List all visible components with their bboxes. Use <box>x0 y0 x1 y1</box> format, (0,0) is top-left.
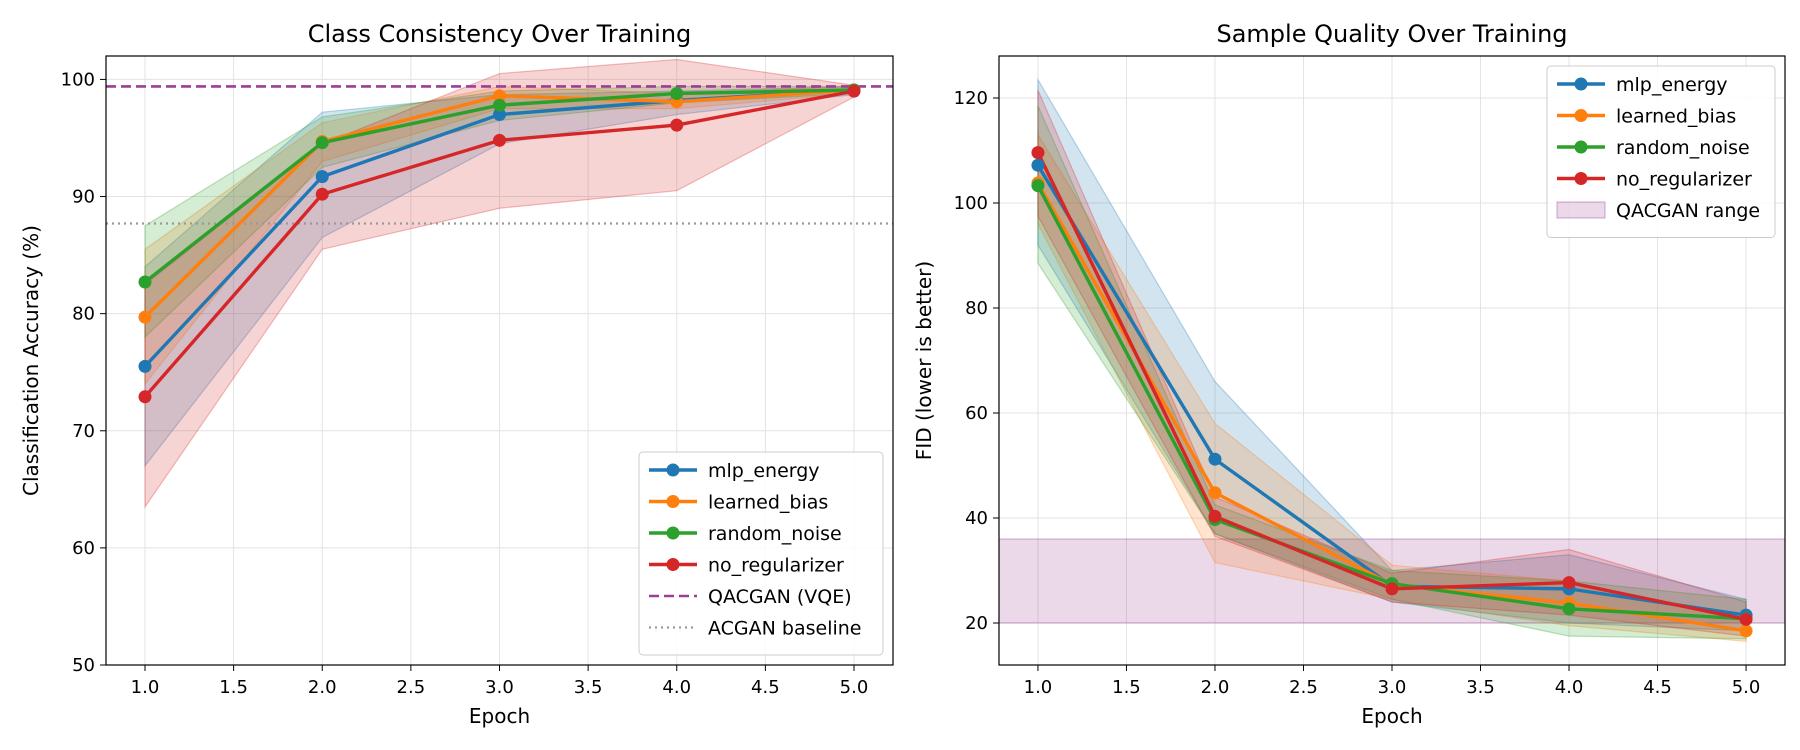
legend-label: mlp_energy <box>708 460 820 482</box>
x-tick-label: 4.0 <box>1555 677 1584 698</box>
legend-label: no_regularizer <box>1616 169 1752 191</box>
point-mlp_energy <box>315 170 329 184</box>
x-tick-label: 2.0 <box>1201 677 1230 698</box>
point-no_regularizer <box>1562 576 1576 590</box>
y-tick-label: 80 <box>965 298 988 319</box>
legend-marker-no_regularizer <box>1574 172 1588 185</box>
legend: mlp_energy learned_bias random_noise no_reg… <box>638 451 884 656</box>
point-random_noise <box>670 86 684 100</box>
point-random_noise <box>1031 179 1045 193</box>
legend-marker-mlp_energy <box>666 463 680 477</box>
legend-label: random_noise <box>708 523 842 545</box>
legend-box <box>1546 65 1776 238</box>
x-tick-label: 4.5 <box>1643 677 1672 698</box>
legend-label: ACGAN baseline <box>708 618 861 640</box>
point-random_noise <box>315 136 329 150</box>
chart-title: Sample Quality Over Training <box>1216 20 1567 48</box>
y-tick-label: 80 <box>72 304 95 325</box>
legend-marker-random_noise <box>1574 140 1588 154</box>
point-learned_bias <box>1739 624 1753 638</box>
point-mlp_energy <box>1031 158 1045 172</box>
legend-marker-random_noise <box>666 526 680 540</box>
grid <box>106 56 893 666</box>
point-no_regularizer <box>1208 509 1222 523</box>
point-no_regularizer <box>138 390 152 404</box>
point-random_noise <box>493 98 506 112</box>
band-random_noise <box>1037 105 1747 640</box>
x-axis-label: Epoch <box>469 704 530 728</box>
y-tick-label: 60 <box>72 538 95 559</box>
point-no_regularizer <box>1031 146 1045 160</box>
y-ticks: 20 40 60 80 100 120 <box>954 88 999 634</box>
x-tick-label: 1.0 <box>1024 677 1053 698</box>
series-points <box>138 83 861 404</box>
point-learned_bias <box>138 310 152 324</box>
point-learned_bias <box>1208 486 1222 500</box>
x-tick-label: 2.5 <box>397 677 426 698</box>
point-no_regularizer <box>670 118 684 132</box>
point-learned_bias <box>493 89 506 103</box>
point-no_regularizer <box>1385 582 1399 596</box>
x-tick-label: 3.5 <box>574 677 603 698</box>
y-tick-label: 90 <box>72 187 95 208</box>
legend: mlp_energy learned_bias random_noise no_reg… <box>1546 65 1776 238</box>
x-ticks: 1.0 1.5 2.0 2.5 3.0 3.5 4.0 4.5 5.0 <box>131 665 869 698</box>
legend-label: QACGAN range <box>1616 200 1760 222</box>
y-axis-label: Classification Accuracy (%) <box>19 225 43 496</box>
x-tick-label: 4.0 <box>662 677 691 698</box>
legend-label: learned_bias <box>1616 106 1736 128</box>
legend-marker-no_regularizer <box>666 558 680 571</box>
legend-label: learned_bias <box>708 492 828 514</box>
legend-marker-mlp_energy <box>1574 77 1588 91</box>
x-tick-label: 1.5 <box>219 677 248 698</box>
x-tick-label: 5.0 <box>1732 677 1761 698</box>
y-tick-label: 50 <box>72 655 95 676</box>
point-random_noise <box>1562 602 1576 616</box>
x-axis-label: Epoch <box>1361 704 1422 728</box>
legend-label: QACGAN (VQE) <box>708 586 852 608</box>
legend-label: no_regularizer <box>708 555 844 577</box>
legend-swatch-band <box>1556 201 1606 219</box>
legend-marker-learned_bias <box>666 495 680 508</box>
legend-box <box>638 451 884 656</box>
x-tick-label: 3.5 <box>1466 677 1495 698</box>
chart-sample-quality: Sample Quality Over Training Epoch FID (… <box>912 20 1786 728</box>
y-tick-label: 120 <box>954 88 988 109</box>
y-tick-label: 40 <box>965 508 988 529</box>
point-no_regularizer <box>493 133 506 147</box>
x-tick-label: 3.0 <box>485 677 514 698</box>
point-no_regularizer <box>315 187 329 201</box>
point-no_regularizer <box>847 84 861 98</box>
legend-label: random_noise <box>1616 137 1750 159</box>
point-mlp_energy <box>493 108 506 122</box>
y-tick-label: 20 <box>965 613 988 634</box>
legend-label: mlp_energy <box>1616 74 1728 96</box>
y-tick-label: 100 <box>954 193 988 214</box>
point-random_noise <box>138 275 152 289</box>
x-tick-label: 2.0 <box>308 677 337 698</box>
point-mlp_energy <box>1208 452 1222 466</box>
x-tick-label: 5.0 <box>840 677 869 698</box>
x-tick-label: 1.0 <box>131 677 160 698</box>
y-ticks: 50 60 70 80 90 100 <box>61 69 106 676</box>
y-tick-label: 60 <box>965 403 988 424</box>
x-tick-label: 2.5 <box>1289 677 1318 698</box>
x-ticks: 1.0 1.5 2.0 2.5 3.0 3.5 4.0 4.5 5.0 <box>1024 665 1761 698</box>
chart-title: Class Consistency Over Training <box>308 20 692 48</box>
chart-class-consistency: Class Consistency Over Training Epoch Cl… <box>19 20 894 728</box>
point-mlp_energy <box>138 359 152 373</box>
legend-marker-learned_bias <box>1574 109 1588 122</box>
x-tick-label: 4.5 <box>751 677 780 698</box>
x-tick-label: 1.5 <box>1112 677 1141 698</box>
y-axis-label: FID (lower is better) <box>912 261 936 460</box>
x-tick-label: 3.0 <box>1378 677 1407 698</box>
y-tick-label: 70 <box>72 421 95 442</box>
series-points <box>1031 146 1753 638</box>
point-no_regularizer <box>1739 612 1753 626</box>
y-tick-label: 100 <box>61 69 95 90</box>
